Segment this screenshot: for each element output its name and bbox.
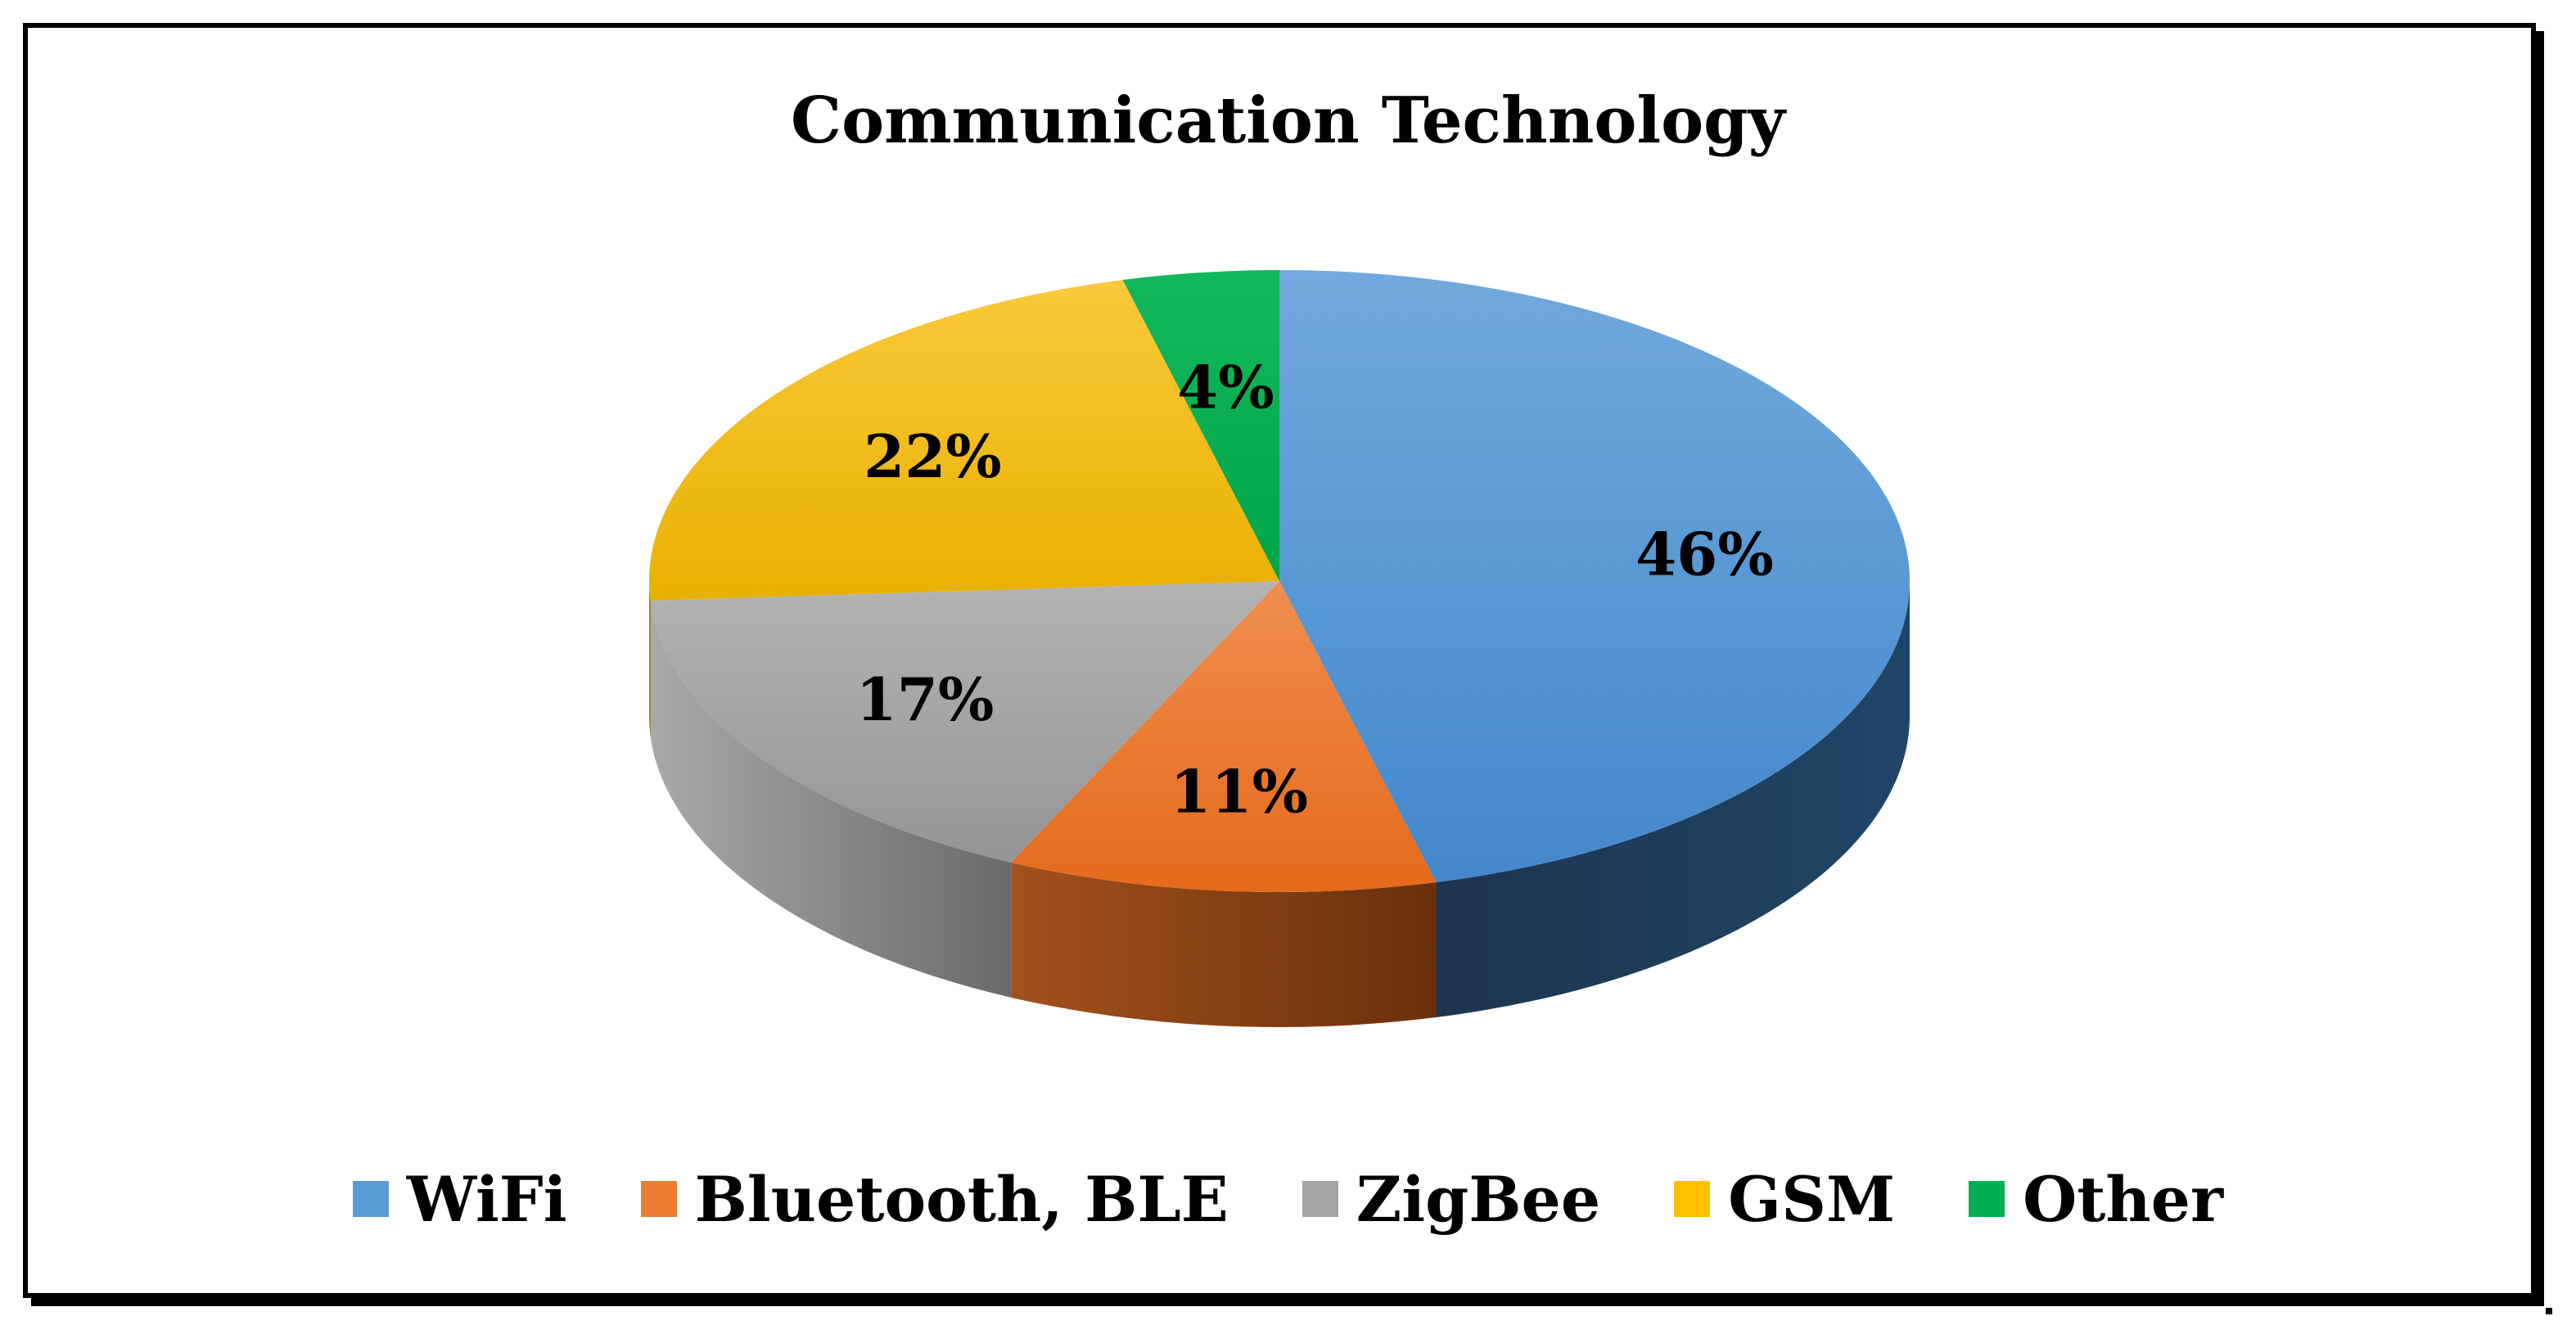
pie-side-wifi [1436, 581, 1910, 1018]
legend-item-wifi: WiFi [352, 1162, 567, 1236]
legend-label-zigbee: ZigBee [1356, 1162, 1601, 1236]
data-label-other: 4% [1177, 353, 1274, 422]
legend-item-zigbee: ZigBee [1302, 1163, 1600, 1236]
data-label-zigbee: 17% [856, 665, 995, 734]
pie-slice-wifi [1279, 270, 1911, 883]
pie-slice-other [1122, 270, 1279, 581]
data-label-bluetooth: 11% [1170, 756, 1308, 826]
legend-swatch-gsm [1674, 1181, 1711, 1217]
pie-slice-zigbee [650, 581, 1279, 863]
legend-label-bluetooth: Bluetooth, BLE [694, 1162, 1229, 1236]
pie-side-gsm [649, 581, 651, 736]
legend-label-wifi: WiFi [406, 1162, 567, 1236]
legend-label-gsm: GSM [1728, 1162, 1896, 1236]
legend-swatch-zigbee [1302, 1181, 1338, 1217]
legend-swatch-bluetooth [640, 1181, 677, 1217]
legend-item-gsm: GSM [1674, 1163, 1895, 1236]
pie-slice-bluetooth [1011, 581, 1437, 892]
legend: WiFi Bluetooth, BLE ZigBee GSM Other [0, 1154, 2576, 1244]
legend-item-bluetooth: Bluetooth, BLE [640, 1162, 1229, 1236]
pie-slice-gsm [649, 279, 1279, 601]
pie-side-zigbee [650, 600, 1012, 998]
legend-swatch-other [1969, 1181, 2005, 1217]
data-label-wifi: 46% [1635, 520, 1774, 589]
data-label-gsm: 22% [864, 421, 1002, 491]
legend-swatch-wifi [352, 1181, 389, 1217]
legend-item-other: Other [1969, 1163, 2223, 1236]
legend-label-other: Other [2023, 1162, 2224, 1236]
trailing-dot [2546, 1308, 2552, 1314]
pie-side-bluetooth [1011, 862, 1437, 1027]
chart-title: Communication Technology [791, 83, 1785, 158]
